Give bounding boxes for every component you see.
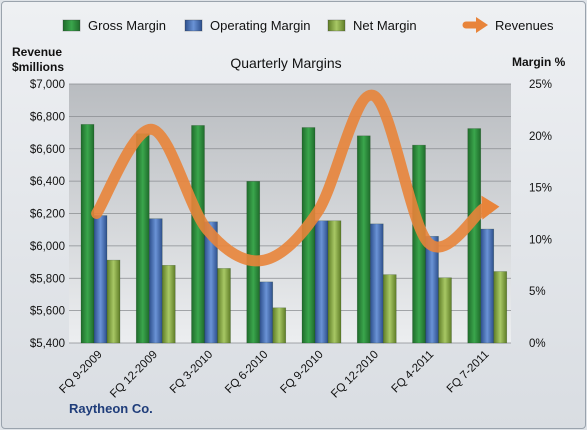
bar-operating-margin [259,281,274,344]
bar-net-margin [217,268,231,344]
bar-net-margin [438,277,452,344]
chart-title: Quarterly Margins [230,55,341,71]
left-axis-ticks: $5,400 $5,600 $5,800 $6,000 $6,200 $6,400 $6,6… [30,79,65,350]
right-tick-label: 10% [529,234,552,246]
x-tick-label: FQ 7-2011 [445,349,492,396]
left-tick-label: $7,000 [30,79,65,91]
bar-net-margin [161,264,176,344]
legend-label-gross-margin: Gross Margin [88,18,166,33]
bar-net-margin [106,259,121,344]
bar-operating-margin [148,218,163,344]
x-tick-label: FQ 9-2010 [278,349,325,396]
right-tick-label: 5% [529,286,546,298]
left-tick-label: $5,600 [30,306,65,318]
bar-gross-margin [191,125,205,344]
bar-operating-margin [369,223,384,344]
right-axis-title: Margin % [512,55,566,69]
bar-net-margin [493,271,508,344]
bar-gross-margin [356,135,371,344]
right-tick-label: 15% [529,183,552,195]
bar-net-margin [382,274,397,344]
x-tick-label: FQ 3-2010 [168,349,215,396]
left-tick-label: $6,400 [30,176,65,188]
bar-gross-margin [467,128,482,344]
bar-net-margin [272,307,287,344]
chart-legend: Gross Margin Operating Margin Net Margin Re… [62,17,554,33]
left-tick-label: $5,800 [30,273,65,285]
legend-arrow-revenues [476,17,488,33]
bar-operating-margin [480,228,495,344]
legend-label-operating-margin: Operating Margin [210,18,310,33]
revenue-series [91,89,500,267]
left-tick-label: $6,200 [30,209,65,221]
legend-swatch-net-margin [327,19,346,32]
right-tick-label: 25% [529,79,552,91]
bar-operating-margin [93,215,108,344]
bar-operating-margin [314,220,329,344]
legend-swatch-operating-margin [184,19,203,32]
x-tick-label: FQ 4-2011 [389,349,436,396]
left-tick-label: $5,400 [30,338,65,350]
revenue-arrowhead [481,195,500,220]
bar-net-margin [327,220,342,344]
left-tick-label: $6,600 [30,144,65,156]
revenue-line [91,89,489,267]
legend-label-revenues: Revenues [495,18,554,33]
legend-swatch-gross-margin [62,19,81,32]
bar-gross-margin [135,133,150,344]
left-axis-title-line2: $millions [12,60,64,74]
right-axis-ticks: 0% 5% 10% 15% 20% 25% [529,79,552,350]
right-tick-label: 0% [529,338,546,350]
x-tick-label: FQ 12-2009 [108,349,160,401]
right-tick-label: 20% [529,131,552,143]
left-tick-label: $6,000 [30,241,65,253]
left-axis-title-line1: Revenue [12,45,62,59]
legend-label-net-margin: Net Margin [353,18,417,33]
x-tick-label: FQ 9-2009 [57,349,104,396]
company-name: Raytheon Co. [69,401,153,416]
x-tick-label: FQ 12-2010 [329,349,381,401]
x-axis-ticks: FQ 9-2009 FQ 12-2009 FQ 3-2010 FQ 6-2010 FQ … [57,349,491,401]
bar-gross-margin [80,124,95,344]
x-tick-label: FQ 6-2010 [223,349,270,396]
left-tick-label: $6,800 [30,111,65,123]
